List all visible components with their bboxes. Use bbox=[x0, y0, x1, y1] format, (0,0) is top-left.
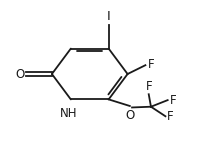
Text: NH: NH bbox=[60, 107, 77, 120]
Text: F: F bbox=[167, 110, 174, 123]
Text: O: O bbox=[126, 109, 135, 122]
Text: O: O bbox=[15, 67, 24, 81]
Text: F: F bbox=[145, 79, 152, 92]
Text: I: I bbox=[107, 9, 110, 22]
Text: F: F bbox=[169, 94, 176, 107]
Text: F: F bbox=[148, 58, 154, 71]
